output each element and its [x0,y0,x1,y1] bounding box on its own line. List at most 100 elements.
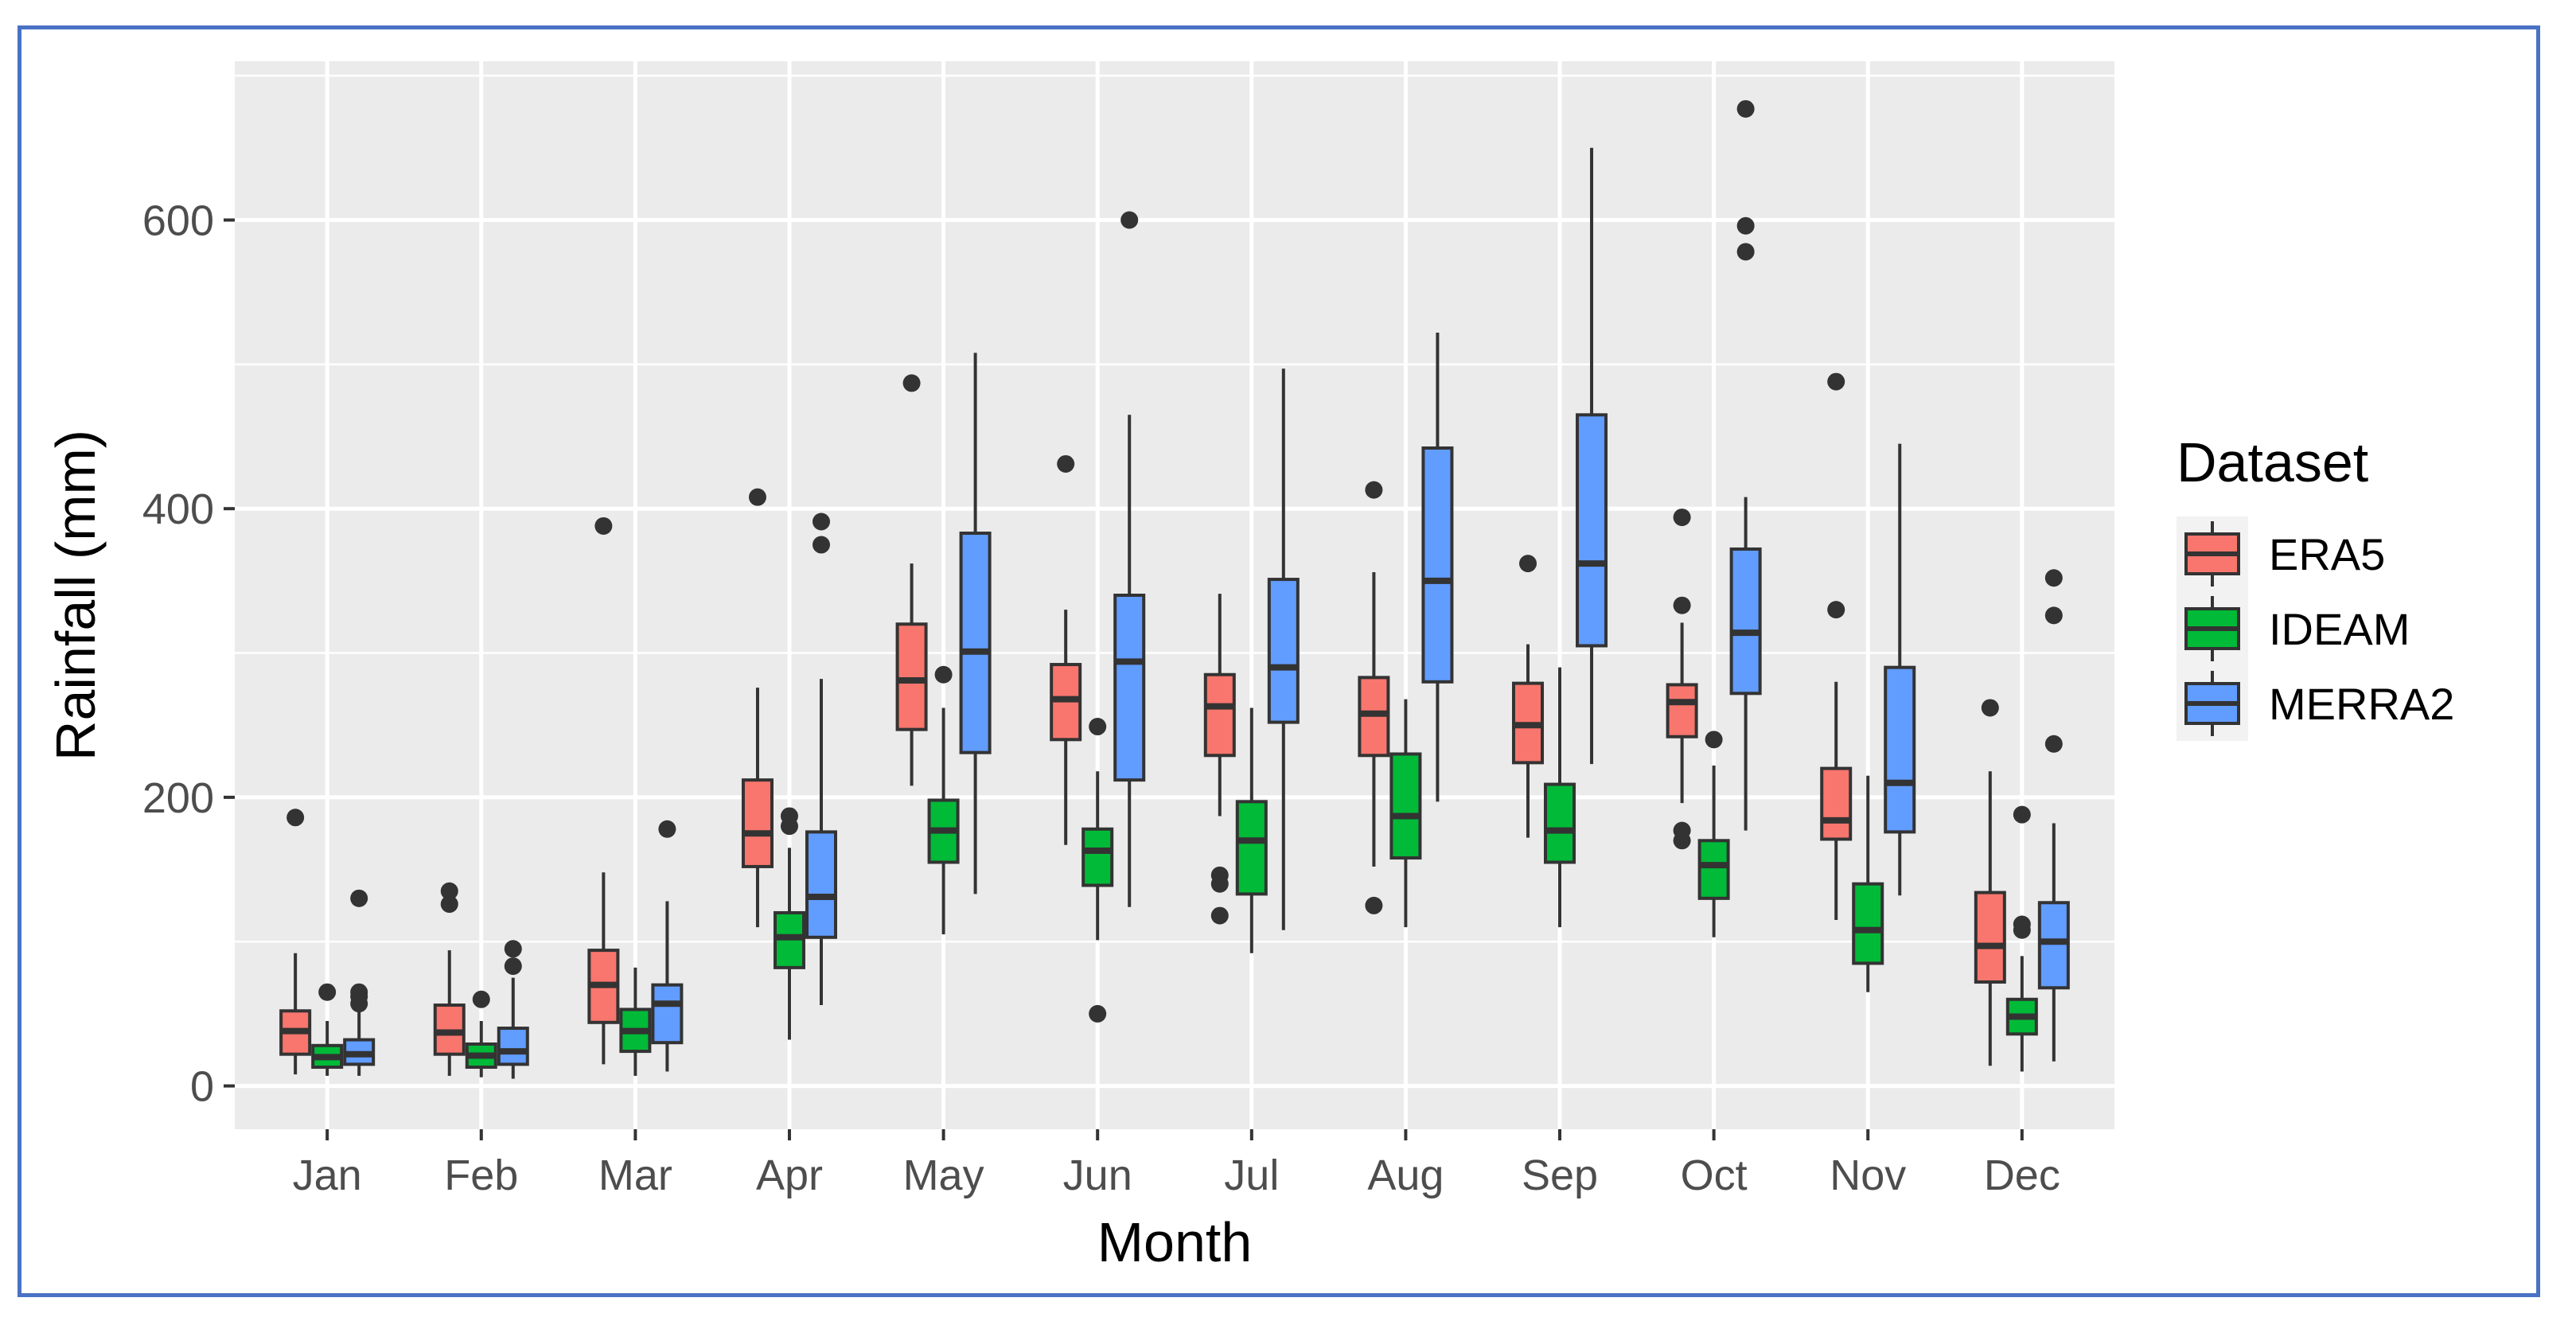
x-tick-label: Nov [1830,1152,1906,1199]
outlier-point [504,957,522,976]
outlier-point [658,820,676,838]
box-iqr [959,532,992,754]
outlier-point [1089,1004,1107,1023]
legend-label: IDEAM [2269,604,2410,654]
box-merra2-feb [497,940,529,1079]
box-iqr [1544,782,1576,864]
x-axis-title: Month [1097,1211,1253,1273]
box-era5-feb [433,882,466,1076]
outlier-point [2044,606,2063,625]
y-axis-title: Rainfall (mm) [45,430,107,761]
outlier-point [934,665,953,684]
box-iqr [1421,446,1454,684]
legend-item-merra2: MERRA2 [2177,666,2454,741]
box-merra2-jul [1267,368,1300,930]
box-merra2-jan [343,889,376,1076]
outlier-point [902,374,921,392]
outlier-point [1736,216,1755,235]
box-era5-jul [1203,594,1236,925]
x-tick-label: Aug [1367,1152,1444,1199]
legend-item-ideam: IDEAM [2177,591,2410,666]
outlier-point [2044,735,2063,753]
box-ideam-feb [465,990,497,1078]
outlier-point [1057,454,1075,473]
box-era5-jun [1050,454,1082,845]
box-iqr [1267,578,1300,724]
x-tick-label: May [903,1152,984,1199]
outlier-point [1210,906,1229,925]
outlier-point [1519,555,1537,573]
outlier-point [350,983,368,1001]
box-era5-dec [1974,699,2006,1066]
box-merra2-oct [1729,99,1762,831]
x-tick-label: Apr [756,1152,823,1199]
x-tick-label: Jun [1063,1152,1132,1199]
box-merra2-sep [1576,147,1608,765]
y-tick-label: 0 [190,1063,214,1111]
outlier-point [440,882,458,900]
box-iqr [1576,413,1608,648]
box-era5-oct [1666,509,1698,850]
box-iqr [895,622,928,731]
box-era5-sep [1511,555,1545,838]
plot-background [235,61,2114,1129]
outlier-point [1089,718,1107,736]
box-merra2-dec [2037,569,2070,1062]
box-ideam-sep [1544,667,1576,928]
box-merra2-mar [651,820,684,1072]
box-ideam-mar [619,967,652,1076]
outlier-point [1673,821,1691,840]
legend: Dataset ERA5 IDEAM MERRA2 [2177,431,2454,741]
x-tick-label: Dec [1984,1152,2060,1199]
legend-label: MERRA2 [2269,679,2454,729]
outlier-point [1210,866,1229,884]
box-iqr [1389,752,1422,860]
box-iqr [2037,901,2070,990]
box-merra2-apr [805,512,838,1006]
x-tick-label: Oct [1681,1152,1748,1199]
box-era5-may [895,374,928,786]
outlier-point [1736,243,1755,261]
box-era5-aug [1358,481,1390,914]
outlier-point [1705,731,1723,749]
outlier-point [350,889,368,907]
box-ideam-nov [1852,775,1884,992]
outlier-point [1827,601,1845,619]
outlier-point [1827,372,1845,391]
box-merra2-aug [1421,332,1454,802]
outlier-point [1673,509,1691,527]
box-ideam-jul [1235,707,1268,953]
box-ideam-jan [311,983,344,1076]
x-tick-label: Sep [1522,1152,1598,1199]
x-tick-label: Mar [598,1152,672,1199]
outlier-point [2013,805,2031,824]
box-groups [279,99,2070,1079]
box-iqr [1666,683,1698,738]
box-era5-apr [741,488,774,928]
box-iqr [741,778,774,868]
box-iqr [1697,839,1730,900]
x-tick-label: Feb [444,1152,518,1199]
legend-title: Dataset [2177,431,2368,493]
box-iqr [1974,890,2006,984]
outlier-point [812,512,830,531]
box-iqr [1113,594,1146,782]
y-tick-label: 400 [142,485,214,533]
box-ideam-aug [1389,699,1422,928]
outlier-point [1981,699,1999,717]
x-tick-label: Jul [1224,1152,1279,1199]
outlier-point [748,488,766,506]
box-merra2-jun [1113,211,1146,907]
box-merra2-may [959,353,992,894]
outlier-point [286,809,305,827]
outlier-point [504,940,522,958]
x-tick-label: Jan [293,1152,362,1199]
outlier-point [318,983,337,1001]
box-merra2-nov [1884,443,1916,896]
outlier-point [2013,915,2031,933]
box-iqr [497,1027,529,1066]
box-iqr [1729,547,1762,696]
box-iqr [1203,672,1236,758]
outlier-point [1673,596,1691,614]
outlier-point [1120,211,1139,229]
